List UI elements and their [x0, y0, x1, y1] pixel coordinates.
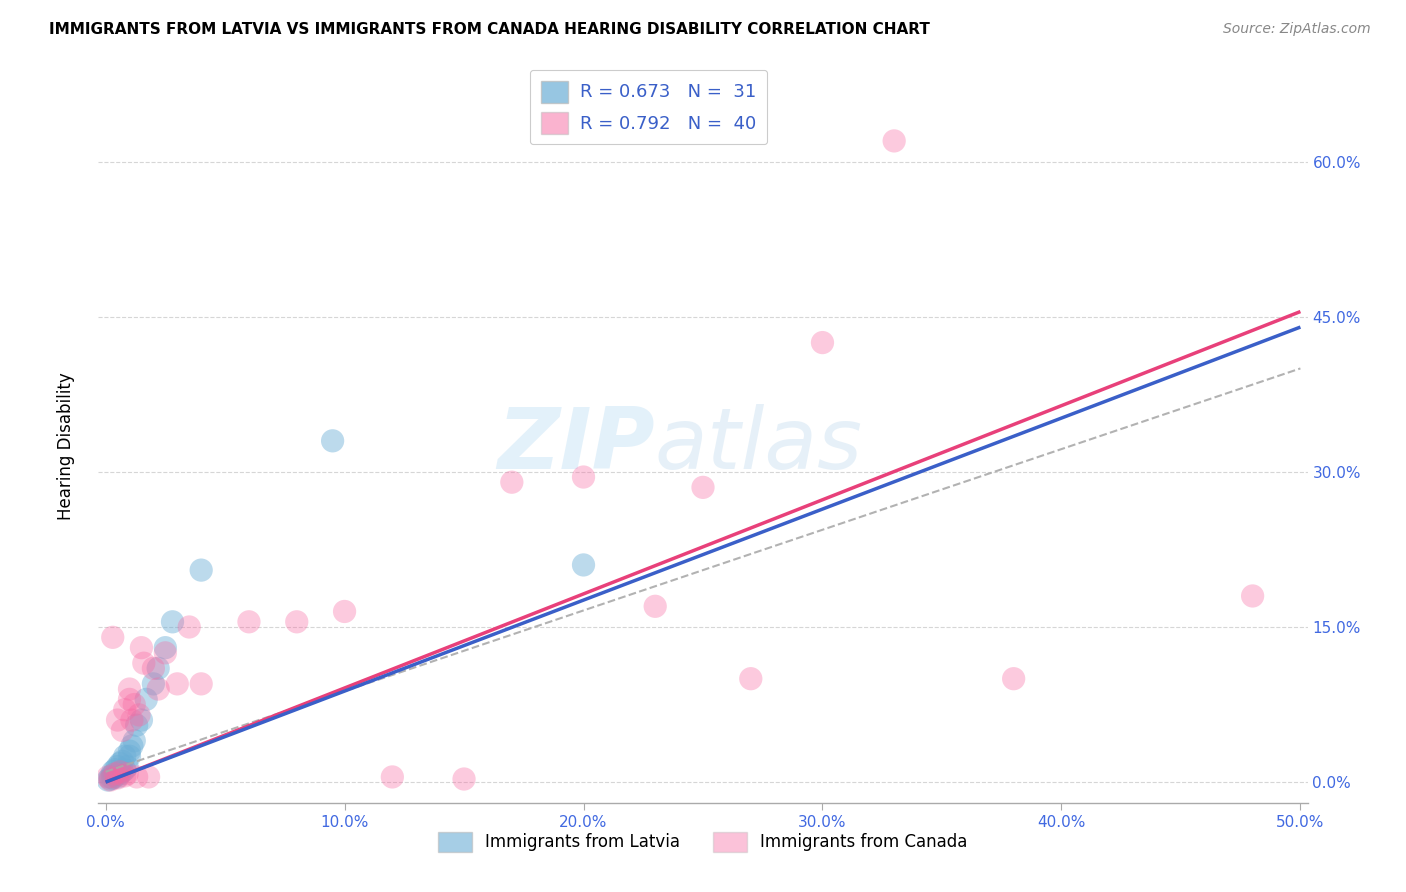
- Point: [107, 713, 129, 727]
- Point: [115, 767, 138, 781]
- Point: [104, 763, 127, 777]
- Point: [114, 763, 136, 777]
- Point: [142, 677, 165, 691]
- Point: [118, 692, 141, 706]
- Point: [111, 764, 134, 779]
- Point: [101, 771, 124, 785]
- Point: [162, 615, 184, 629]
- Point: [572, 558, 595, 572]
- Point: [155, 646, 177, 660]
- Point: [190, 563, 212, 577]
- Point: [114, 703, 136, 717]
- Point: [285, 615, 308, 629]
- Point: [118, 749, 141, 764]
- Point: [501, 475, 523, 490]
- Point: [115, 759, 138, 773]
- Point: [118, 744, 141, 758]
- Point: [118, 681, 141, 696]
- Point: [644, 599, 666, 614]
- Point: [104, 767, 127, 781]
- Y-axis label: Hearing Disability: Hearing Disability: [56, 372, 75, 520]
- Point: [138, 770, 160, 784]
- Point: [101, 764, 124, 779]
- Point: [155, 640, 177, 655]
- Point: [97, 770, 120, 784]
- Point: [98, 770, 121, 784]
- Point: [131, 713, 153, 727]
- Point: [122, 733, 145, 747]
- Point: [114, 749, 136, 764]
- Point: [108, 764, 131, 779]
- Point: [572, 470, 595, 484]
- Point: [692, 480, 714, 494]
- Point: [125, 718, 148, 732]
- Point: [122, 698, 145, 712]
- Point: [98, 772, 121, 787]
- Text: atlas: atlas: [655, 404, 863, 488]
- Point: [333, 605, 356, 619]
- Point: [883, 134, 905, 148]
- Point: [111, 755, 134, 769]
- Point: [125, 770, 148, 784]
- Point: [146, 681, 169, 696]
- Point: [104, 769, 127, 783]
- Point: [179, 620, 201, 634]
- Point: [453, 772, 475, 786]
- Point: [740, 672, 762, 686]
- Point: [811, 335, 834, 350]
- Point: [381, 770, 404, 784]
- Point: [146, 661, 169, 675]
- Point: [108, 756, 131, 771]
- Point: [135, 692, 157, 706]
- Point: [132, 656, 155, 670]
- Point: [107, 771, 129, 785]
- Point: [121, 739, 143, 753]
- Point: [101, 768, 124, 782]
- Text: IMMIGRANTS FROM LATVIA VS IMMIGRANTS FROM CANADA HEARING DISABILITY CORRELATION : IMMIGRANTS FROM LATVIA VS IMMIGRANTS FRO…: [49, 22, 931, 37]
- Point: [97, 772, 120, 787]
- Point: [1241, 589, 1264, 603]
- Point: [142, 661, 165, 675]
- Point: [128, 707, 150, 722]
- Point: [322, 434, 344, 448]
- Point: [114, 769, 136, 783]
- Point: [107, 770, 129, 784]
- Point: [101, 630, 124, 644]
- Point: [166, 677, 188, 691]
- Point: [98, 772, 121, 786]
- Point: [238, 615, 260, 629]
- Point: [190, 677, 212, 691]
- Point: [121, 713, 143, 727]
- Point: [1002, 672, 1025, 686]
- Point: [131, 640, 153, 655]
- Text: ZIP: ZIP: [496, 404, 655, 488]
- Legend: Immigrants from Latvia, Immigrants from Canada: Immigrants from Latvia, Immigrants from …: [432, 825, 974, 859]
- Point: [107, 759, 129, 773]
- Point: [108, 767, 131, 781]
- Text: Source: ZipAtlas.com: Source: ZipAtlas.com: [1223, 22, 1371, 37]
- Point: [111, 723, 134, 738]
